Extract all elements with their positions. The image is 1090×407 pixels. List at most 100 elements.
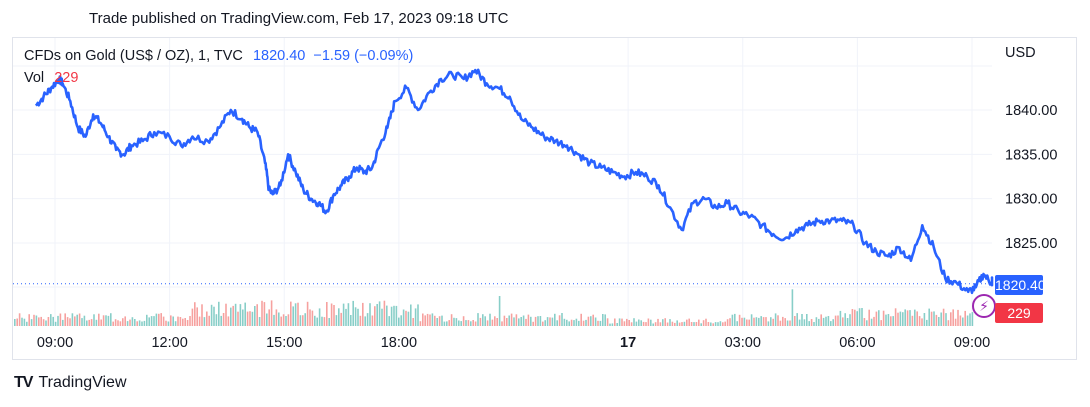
y-tick-label: 1835.00	[1005, 147, 1057, 163]
volume-bar	[918, 316, 921, 326]
volume-bar	[902, 312, 904, 326]
symbol-legend[interactable]: CFDs on Gold (US$ / OZ), 1, TVC 1820.40 …	[24, 48, 413, 64]
lightning-icon[interactable]: ⚡	[972, 294, 996, 318]
volume-bar	[604, 314, 606, 326]
chart-frame[interactable]	[12, 37, 1077, 360]
volume-bar	[534, 316, 537, 326]
volume-bar	[892, 316, 894, 326]
volume-bar	[947, 320, 950, 326]
y-tick-label: 1840.00	[1005, 103, 1057, 119]
y-tick-label: 1830.00	[1005, 192, 1057, 208]
volume-bar	[640, 320, 642, 326]
volume-bar	[851, 309, 854, 326]
volume-bar	[729, 318, 731, 326]
volume-bar	[436, 318, 438, 326]
volume-bar	[710, 322, 712, 326]
volume-bar	[251, 311, 254, 326]
x-tick-label: 18:00	[381, 335, 417, 351]
volume-bar	[122, 318, 124, 326]
volume-bar	[808, 321, 810, 326]
volume-bar	[873, 316, 875, 326]
volume-bar	[383, 300, 386, 326]
volume-bar	[321, 316, 323, 326]
volume-bar	[273, 314, 275, 326]
volume-bar	[405, 310, 407, 326]
volume-bar	[546, 317, 549, 326]
volume-bar	[474, 321, 477, 326]
volume-bar	[489, 313, 491, 326]
volume-bar	[242, 309, 244, 326]
volume-bar	[450, 314, 453, 326]
volume-bar	[138, 320, 141, 326]
volume-bar	[623, 321, 626, 326]
volume-bar	[258, 317, 261, 326]
volume-bar	[196, 307, 198, 326]
volume-bar	[858, 308, 861, 326]
x-tick-label: 15:00	[266, 335, 302, 351]
volume-bar	[309, 309, 311, 326]
volume-bar	[772, 318, 774, 326]
volume-bar	[479, 317, 482, 326]
volume-bar	[74, 316, 76, 326]
volume-bar	[208, 315, 210, 326]
volume-bar	[246, 311, 249, 326]
volume-bar	[527, 314, 530, 326]
volume-bar	[261, 300, 263, 326]
volume-tag: 229	[995, 303, 1043, 323]
volume-bar	[539, 316, 542, 326]
volume-bar	[203, 317, 206, 326]
tradingview-brand[interactable]: TV TradingView	[14, 374, 127, 392]
tradingview-logo-icon: TV	[14, 374, 33, 391]
volume-bar	[110, 313, 112, 326]
volume-bar	[484, 316, 486, 326]
volume-bar	[419, 321, 422, 326]
volume-bar	[40, 316, 42, 326]
volume-bar	[496, 318, 498, 326]
volume-bar	[544, 320, 546, 326]
volume-bar	[33, 314, 35, 326]
volume-bar	[801, 314, 803, 326]
volume-bar	[736, 321, 738, 326]
volume-bar	[422, 313, 424, 326]
volume-bar	[112, 321, 114, 326]
volume-bar	[446, 321, 448, 326]
volume-bar	[666, 322, 669, 326]
volume-bar	[131, 317, 134, 326]
volume-bar	[282, 314, 285, 326]
volume-bar	[95, 319, 98, 326]
volume-bar	[942, 308, 945, 326]
volume-bar	[126, 321, 129, 326]
volume-bar	[671, 321, 674, 326]
volume-bar	[633, 318, 635, 326]
volume-bar	[467, 320, 470, 326]
volume-bar	[645, 322, 647, 326]
volume-bar	[774, 313, 777, 326]
volume-bar	[455, 318, 458, 326]
volume-bar	[124, 316, 126, 326]
volume-bar	[813, 322, 815, 326]
volume-bar	[674, 322, 676, 326]
volume-bar	[825, 316, 827, 326]
volume-bar	[326, 302, 328, 326]
volume-bar	[647, 318, 650, 326]
volume-bar	[743, 317, 746, 326]
x-tick-label: 06:00	[839, 335, 875, 351]
volume-bar	[503, 315, 506, 326]
volume-bar	[136, 321, 138, 326]
volume-bar	[818, 318, 820, 326]
volume-bar	[230, 307, 232, 326]
volume-bar	[551, 317, 554, 326]
volume-bar	[582, 320, 585, 326]
volume-bar	[30, 319, 33, 326]
volume-bar	[580, 313, 582, 326]
volume-bar	[232, 305, 234, 326]
volume-bar	[707, 322, 710, 326]
volume-legend[interactable]: Vol 229	[24, 70, 78, 86]
currency-label[interactable]: USD	[1005, 45, 1036, 61]
volume-bar	[45, 320, 47, 326]
volume-bar	[822, 317, 825, 326]
volume-bar	[69, 318, 71, 326]
volume-bar	[750, 314, 753, 326]
volume-bar	[338, 308, 340, 326]
